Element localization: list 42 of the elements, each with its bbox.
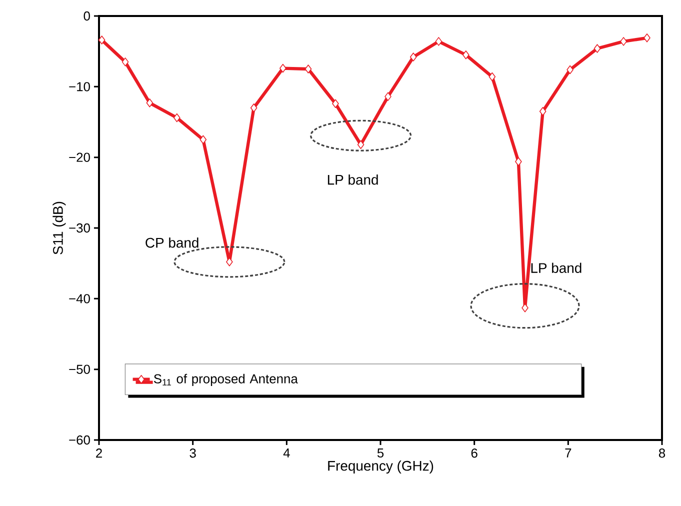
y-tick-label: −60 — [69, 435, 90, 445]
point — [566, 65, 574, 74]
point — [226, 258, 233, 266]
y-tick-label: −40 — [69, 294, 90, 304]
y-tick-label: 0 — [84, 11, 90, 21]
point — [462, 50, 470, 60]
point — [410, 52, 417, 62]
legend-label: S$_{11}$ of proposed Antenna — [154, 374, 298, 386]
y-axis-title: S11 (dB) — [52, 202, 66, 254]
point — [435, 37, 442, 46]
point — [250, 103, 258, 112]
point — [200, 135, 207, 144]
point — [304, 64, 312, 74]
point — [515, 157, 522, 166]
annotation: LP band — [531, 262, 582, 273]
point — [620, 37, 627, 46]
x-tick-label: 4 — [283, 448, 290, 458]
point — [146, 98, 154, 108]
point — [488, 72, 496, 82]
x-tick-label: 5 — [377, 448, 384, 458]
y-tick-label: −30 — [69, 223, 90, 233]
point — [539, 107, 546, 116]
point — [384, 92, 392, 101]
x-tick-label: 8 — [658, 448, 666, 458]
annotation: CP band — [146, 237, 198, 248]
x-tick-label: 6 — [471, 448, 478, 458]
point — [98, 36, 106, 44]
point — [122, 58, 129, 66]
point — [280, 64, 286, 73]
point — [173, 113, 180, 122]
point — [357, 140, 364, 150]
point — [644, 34, 650, 42]
x-axis-title: Frequency (GHz) — [328, 460, 434, 474]
x-tick-label: 3 — [190, 448, 196, 458]
point — [594, 44, 601, 53]
x-tick-label: 2 — [96, 448, 102, 458]
x-tick-label: 7 — [565, 448, 572, 458]
y-tick-label: −10 — [69, 82, 90, 92]
annotation: LP band — [328, 174, 378, 185]
y-tick-label: −50 — [69, 364, 90, 374]
y-tick-label: −20 — [69, 152, 90, 162]
point — [332, 99, 339, 108]
